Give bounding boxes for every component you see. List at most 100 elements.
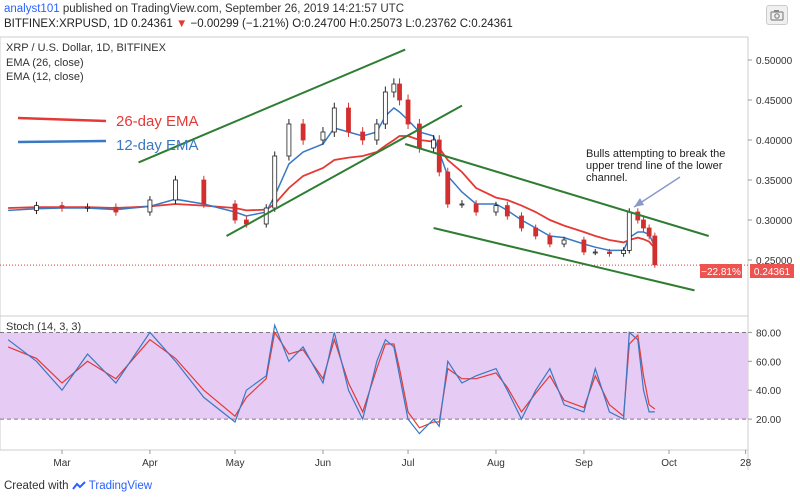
candle-body: [391, 83, 397, 93]
ema26-line: [8, 135, 656, 249]
time-tick-label: Apr: [142, 458, 158, 469]
price-tick-label: 0.25000: [756, 256, 793, 267]
candle-body: [561, 239, 567, 245]
candle-body: [286, 123, 292, 157]
ema12-key-line: [17, 139, 107, 144]
tradingview-brand[interactable]: TradingView: [88, 480, 153, 492]
publish-line: analyst101 published on TradingView.com,…: [4, 3, 404, 15]
ema12-line: [8, 107, 656, 252]
bulls-note-line2: upper trend line of the lower: [586, 160, 723, 172]
candle-body: [547, 235, 553, 245]
candle-body: [641, 219, 646, 229]
publish-info: published on TradingView.com, September …: [62, 3, 404, 15]
snapshot-button[interactable]: [766, 5, 788, 25]
tradingview-logo-icon: [71, 481, 86, 490]
candle-body: [459, 203, 465, 206]
candle-body: [652, 235, 658, 266]
candle-body: [34, 205, 39, 211]
time-tick-label: Jul: [402, 458, 415, 469]
stoch-tick-label: 40.00: [756, 386, 781, 397]
candle-body: [147, 199, 153, 213]
price-axis: 0.50000 0.45000 0.40000 0.35000 0.30000 0.250…: [748, 56, 793, 267]
bulls-arrow-head: [634, 198, 644, 207]
candle-series: [34, 78, 658, 268]
candle-body: [581, 239, 587, 253]
candle-body: [85, 206, 90, 209]
stoch-d-line: [7, 330, 656, 429]
candle-body: [473, 203, 479, 213]
time-tick-label: Mar: [53, 458, 71, 469]
time-tick-label: Aug: [487, 458, 505, 469]
candle-body: [607, 251, 612, 254]
candle-body: [646, 227, 652, 237]
candle-body: [626, 211, 632, 251]
stoch-axis: 80.00 60.00 40.00 20.00: [748, 328, 781, 426]
time-tick-label: Sep: [575, 458, 593, 469]
legend-ema26: EMA (26, close): [6, 57, 84, 69]
stoch-label: Stoch (14, 3, 3): [6, 321, 81, 333]
price-tick-label: 0.35000: [756, 176, 793, 187]
candle-body: [272, 155, 278, 209]
symbol-line: BITFINEX:XRPUSD, 1D 0.24361 ▼ −0.00299 (…: [4, 18, 513, 30]
upper-channel-top-line[interactable]: [138, 48, 406, 164]
candle-body: [397, 83, 402, 101]
candle-body: [431, 139, 436, 149]
camera-icon: [770, 10, 784, 21]
time-tick-label: 28: [740, 458, 752, 469]
candle-body: [113, 206, 119, 213]
candle-body: [59, 205, 65, 209]
candle-body: [173, 179, 178, 201]
price-tick-label: 0.50000: [756, 56, 793, 67]
change-badge: [700, 264, 742, 278]
price-badge-text: 0.24361: [754, 267, 791, 278]
stoch-tick-label: 20.00: [756, 415, 781, 426]
ema12-annotation: 12-day EMA: [116, 137, 199, 154]
candle-body: [320, 131, 326, 141]
stoch-tick-label: 80.00: [756, 328, 781, 339]
candle-body: [621, 249, 627, 254]
ohlc-values: O:0.24700 H:0.25073 L:0.23762 C:0.24361: [292, 18, 513, 30]
candle-body: [504, 205, 510, 217]
stoch-k-line: [7, 322, 655, 435]
candle-body: [360, 131, 366, 141]
candle-body: [263, 207, 269, 225]
candle-body: [519, 215, 524, 229]
upper-channel-bottom-line[interactable]: [226, 104, 463, 237]
created-with: Created with: [4, 480, 69, 492]
price-change: −0.00299 (−1.21%): [190, 18, 290, 30]
candle-body: [493, 205, 499, 213]
lower-channel-bottom-line[interactable]: [433, 227, 695, 292]
time-tick-label: Oct: [661, 458, 677, 469]
candle-body: [346, 107, 351, 133]
chart-header: analyst101 published on TradingView.com,…: [0, 0, 800, 34]
candle-body: [232, 203, 238, 221]
lower-channel-top-line[interactable]: [404, 143, 710, 237]
candle-body: [331, 107, 337, 133]
stoch-tick-label: 60.00: [756, 357, 781, 368]
candle-body: [374, 123, 380, 141]
author-link[interactable]: analyst101: [4, 3, 60, 15]
time-tick-label: Jun: [315, 458, 331, 469]
time-tick-label: May: [226, 458, 245, 469]
candle-body: [300, 123, 306, 141]
ema12-series: [8, 107, 656, 252]
candle-body: [382, 91, 388, 125]
legend-title: XRP / U.S. Dollar, 1D, BITFINEX: [6, 42, 167, 54]
candle-body: [201, 179, 207, 205]
price-badge: [750, 264, 794, 278]
candle-body: [436, 139, 442, 173]
bulls-note-line1: Bulls attempting to break the: [586, 148, 725, 160]
time-axis: Mar Apr May Jun Jul Aug Sep Oct 28: [53, 450, 752, 469]
candle-body: [592, 251, 598, 254]
bulls-note-line3: channel.: [586, 172, 628, 184]
change-badge-text: −22.81%: [701, 267, 741, 278]
price-tick-label: 0.30000: [756, 216, 793, 227]
trend-lines: [138, 48, 710, 292]
price-tick-label: 0.45000: [756, 96, 793, 107]
candle-body: [445, 171, 451, 205]
price-tick-label: 0.40000: [756, 136, 793, 147]
last-price: 0.24361: [131, 18, 173, 30]
down-arrow-icon: ▼: [175, 18, 188, 30]
candle-body: [405, 99, 411, 125]
